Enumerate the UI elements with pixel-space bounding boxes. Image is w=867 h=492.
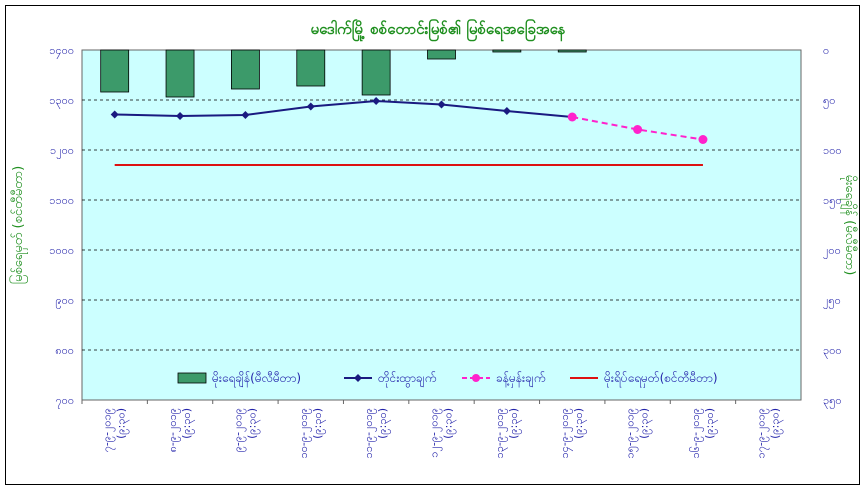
legend-label: မိုးရိပ်ရေမှတ်(စင်တီမီတာ) (604, 370, 718, 388)
series-line (114, 99, 573, 118)
point-marker (567, 112, 577, 122)
y-axis-left-label: မြစ်ရေမှတ် (စင်တီမီတာ) (9, 166, 28, 284)
left-tick-label: ၁၃၀၀ (49, 94, 74, 109)
x-tick-time: (၉:၃၀) (507, 408, 522, 439)
left-tick-label: ၁၀၀၀ (49, 244, 74, 257)
legend-label: မိုးရေချိန်(မီလီမီတာ) (212, 370, 301, 388)
series-line (572, 116, 704, 141)
x-tick-time: (၉:၃၀) (311, 408, 326, 439)
x-tick-time: (၉:၃၀) (638, 408, 653, 439)
chart-frame: ၇၀၀ ၈၀၀ ၉၀၀ ၁၀၀၀ ၁၁၀၀ ၁၂၀၀ ၁၃၀၀ ၁၄၀၀ ၀၅၀ ၁၀၀ ၁၅၀၂… (5, 5, 860, 485)
right-tick-label: ၂၅၀ (823, 294, 841, 309)
right-tick-label: ၁၀၀ (823, 144, 842, 157)
x-tick-time: (၉:၃၀) (703, 408, 718, 439)
point-marker (110, 110, 119, 119)
x-tick-time: (၉:၃၀) (442, 408, 457, 439)
left-tick-label: ၈၀၀ (55, 344, 74, 357)
x-tick-date: ၁၇-၉-၂၀၁၉ (754, 408, 769, 458)
right-tick-label: ၀ (823, 44, 829, 57)
x-tick-date: ၁၃-၉-၂၀၁၉ (493, 408, 508, 458)
x-tick-time: (၉:၃၀) (245, 408, 260, 439)
legend-marker (472, 374, 480, 382)
x-tick-time: (၉:၃၀) (376, 408, 391, 439)
point-marker (372, 97, 381, 105)
rain-bar (361, 49, 391, 96)
left-tick-label: ၁၄၀၀ (49, 44, 74, 59)
x-tick-time: (၉:၃၀) (115, 408, 130, 439)
rainfall-bars (100, 49, 587, 98)
chart-title: မဒေါက်မြို့ စစ်တောင်းမြစ်၏ မြစ်ရေအခြေအနေ (311, 18, 566, 42)
point-marker (241, 111, 250, 119)
rain-bar (165, 49, 195, 98)
x-tick-date: ၇-၉-၂၀၁၉ (101, 408, 116, 452)
x-tick-date: ၁၂-၉-၂၀၁၉ (428, 408, 443, 458)
x-tick-date: ၁၆-၉-၂၀၁၉ (689, 408, 704, 458)
left-tick-label: ၁၂၀၀ (50, 144, 74, 159)
x-tick-date: ၈-၉-၂၀၁၉ (166, 408, 181, 452)
right-tick-label: ၂၀၀ (823, 244, 841, 259)
x-tick-date: ၁၄-၉-၂၀၁၉ (558, 408, 573, 458)
point-marker (176, 112, 185, 120)
point-marker (306, 102, 315, 111)
lines (110, 97, 708, 166)
point-marker (437, 100, 446, 109)
rain-bar (427, 49, 456, 60)
point-marker (698, 135, 708, 144)
right-tick-label: ၃၀၀ (823, 344, 842, 359)
x-tick-date: ၉-၉-၂၀၁၉ (231, 408, 246, 452)
right-tick-label: ၅၀ (823, 94, 835, 109)
right-tick-label: ၁၅၀ (823, 194, 842, 209)
x-tick-date: ၁၀-၉-၂၀၁၉ (297, 408, 312, 458)
rain-bar (557, 49, 587, 53)
point-marker (633, 125, 643, 134)
legend-label: ခန့်မှန်းချက် (496, 370, 545, 388)
legend-swatch (177, 372, 207, 384)
x-tick-time: (၉:၃၀) (180, 408, 195, 439)
point-marker (502, 107, 511, 115)
x-axis-ticks: ၇-၉-၂၀၁၉ (၉:၃၀) ၈-၉-၂၀၁၉ (၉:၃၀) ၉-၉-၂၀၁၉ (၉:၃… (81, 400, 783, 458)
left-tick-label: ၁၁၀၀ (49, 194, 74, 207)
legend-label: တိုင်းထွာချက် (378, 370, 436, 388)
y-axis-right-label: မိုးရေချိန် (မီလီမီတာ) (840, 175, 858, 276)
left-tick-label: ၇၀၀ (55, 394, 74, 409)
x-tick-date: ၁၁-၉-၂၀၁၉ (362, 408, 377, 458)
legend-marker (354, 374, 362, 382)
rain-bar (296, 49, 326, 87)
legend: မိုးရေချိန်(မီလီမီတာ) တိုင်းထွာချက် ခန့်မှ… (177, 370, 718, 388)
left-tick-label: ၉၀၀ (55, 294, 74, 309)
rain-bar (231, 49, 260, 90)
right-tick-label: ၃၅၀ (823, 394, 842, 409)
rain-bar (100, 49, 130, 93)
x-tick-time: (၉:၃၀) (572, 408, 587, 439)
left-axis-ticks: ၇၀၀ ၈၀၀ ၉၀၀ ၁၀၀၀ ၁၁၀၀ ၁၂၀၀ ၁၃၀၀ ၁၄၀၀ (49, 44, 74, 409)
rain-bar (492, 49, 522, 53)
x-tick-time: (၉:၃၀) (768, 408, 783, 439)
x-tick-date: ၁၅-၉-၂၀၁၉ (624, 408, 639, 458)
